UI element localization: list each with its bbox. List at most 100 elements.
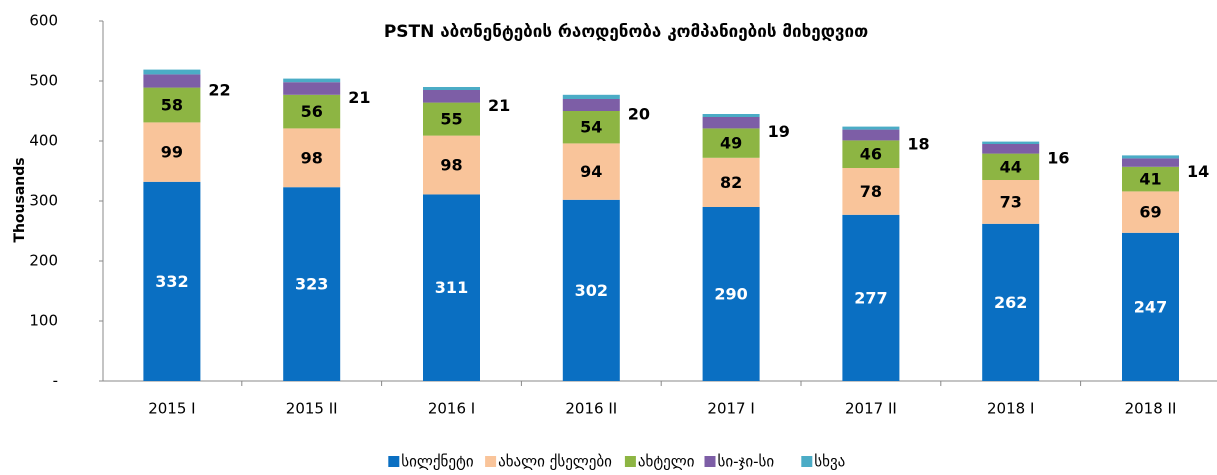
bar-segment xyxy=(1122,155,1179,159)
x-tick-label: 2015 II xyxy=(286,400,338,418)
bar-segment xyxy=(1122,232,1179,381)
data-label: 20 xyxy=(628,105,650,124)
data-label: 98 xyxy=(301,148,323,167)
bar-segment xyxy=(423,87,480,90)
bar-segment xyxy=(562,143,620,200)
bar-segment xyxy=(143,69,201,75)
bar-segment xyxy=(562,199,620,381)
bar-segment xyxy=(982,141,1040,144)
data-label: 247 xyxy=(1134,297,1167,316)
data-label: 277 xyxy=(854,288,887,307)
bar-segment xyxy=(702,157,760,207)
bar-segment xyxy=(982,144,1040,154)
data-label: 332 xyxy=(155,272,188,291)
bar-segment xyxy=(842,140,900,168)
data-label: 22 xyxy=(208,81,230,100)
bar-segment xyxy=(283,128,341,188)
bar-segment xyxy=(982,180,1040,224)
legend-swatch xyxy=(801,456,813,467)
x-tick-label: 2018 II xyxy=(1125,400,1177,418)
y-tick-label: 200 xyxy=(29,252,58,270)
bar-segment xyxy=(842,214,900,381)
bar-segment xyxy=(982,223,1040,381)
bar-segment xyxy=(283,94,341,129)
y-tick-label: 400 xyxy=(29,132,58,150)
legend-swatch xyxy=(704,456,716,467)
data-label: 290 xyxy=(714,285,747,304)
bar-segment xyxy=(1122,158,1179,167)
bar-segment xyxy=(423,194,480,381)
data-label: 311 xyxy=(435,278,468,297)
x-tick-label: 2018 I xyxy=(987,400,1034,418)
bar-segment xyxy=(562,99,620,111)
data-label: 55 xyxy=(440,110,462,129)
bar-segment xyxy=(842,168,900,215)
bar-segment xyxy=(283,82,341,95)
x-tick-label: 2015 I xyxy=(148,400,195,418)
data-label: 16 xyxy=(1047,148,1069,167)
y-tick-label: 500 xyxy=(29,72,58,90)
x-tick-label: 2016 I xyxy=(428,400,475,418)
x-tick-label: 2016 II xyxy=(565,400,617,418)
data-label: 78 xyxy=(860,182,882,201)
y-tick-label: 300 xyxy=(29,192,58,210)
data-label: 21 xyxy=(348,88,370,107)
legend-swatch xyxy=(624,456,636,467)
chart-title: PSTN აბონენტების რაოდენობა კომპანიების მ… xyxy=(384,22,868,42)
bar-segment xyxy=(143,122,201,182)
y-axis-label: Thousands xyxy=(12,157,28,242)
bar-segment xyxy=(143,87,201,123)
bar-segment xyxy=(283,78,341,83)
legend-label: სი-ჯი-სი xyxy=(718,453,775,471)
bar-segment xyxy=(423,135,480,195)
bar-segment xyxy=(982,153,1040,180)
data-label: 54 xyxy=(580,118,602,137)
data-label: 14 xyxy=(1187,162,1209,181)
bar-segment xyxy=(562,111,620,144)
data-label: 94 xyxy=(580,162,602,181)
bar-segment xyxy=(702,207,760,381)
bar-segment xyxy=(702,114,760,117)
legend-label: სხვა xyxy=(814,453,845,471)
legend-swatch xyxy=(388,456,400,467)
legend-swatch xyxy=(485,456,497,467)
y-tick-label: 600 xyxy=(29,12,58,30)
bar-segment xyxy=(143,74,201,88)
bar-segment xyxy=(423,90,480,103)
data-label: 19 xyxy=(768,122,790,141)
x-tick-label: 2017 I xyxy=(707,400,754,418)
legend-label: სილქნეტი xyxy=(401,453,474,471)
bar-segment xyxy=(702,117,760,129)
data-label: 99 xyxy=(161,143,183,162)
data-label: 98 xyxy=(440,156,462,175)
bar-segment xyxy=(283,187,341,381)
x-tick-label: 2017 II xyxy=(845,400,897,418)
data-label: 262 xyxy=(994,293,1027,312)
bar-segment xyxy=(1122,191,1179,233)
data-label: 69 xyxy=(1139,203,1161,222)
bar-segment xyxy=(143,181,201,381)
y-tick-label: 100 xyxy=(29,312,58,330)
data-label: 49 xyxy=(720,134,742,153)
data-label: 41 xyxy=(1139,170,1161,189)
data-label: 302 xyxy=(575,281,608,300)
bar-segment xyxy=(702,128,760,158)
bar-segment xyxy=(842,129,900,141)
bar-segment xyxy=(1122,166,1179,192)
data-label: 56 xyxy=(301,102,323,121)
data-label: 73 xyxy=(1000,192,1022,211)
bar-segment xyxy=(842,126,900,130)
data-label: 44 xyxy=(1000,157,1022,176)
data-label: 18 xyxy=(907,135,929,154)
data-label: 82 xyxy=(720,173,742,192)
bar-segment xyxy=(423,102,480,136)
bar-segment xyxy=(562,94,620,99)
data-label: 58 xyxy=(161,96,183,115)
data-label: 323 xyxy=(295,275,328,294)
legend-label: ახტელი xyxy=(638,453,695,471)
data-label: 46 xyxy=(860,145,882,164)
y-tick-label: - xyxy=(53,372,58,390)
legend-label: ახალი ქსელები xyxy=(498,453,612,471)
data-label: 21 xyxy=(488,96,510,115)
